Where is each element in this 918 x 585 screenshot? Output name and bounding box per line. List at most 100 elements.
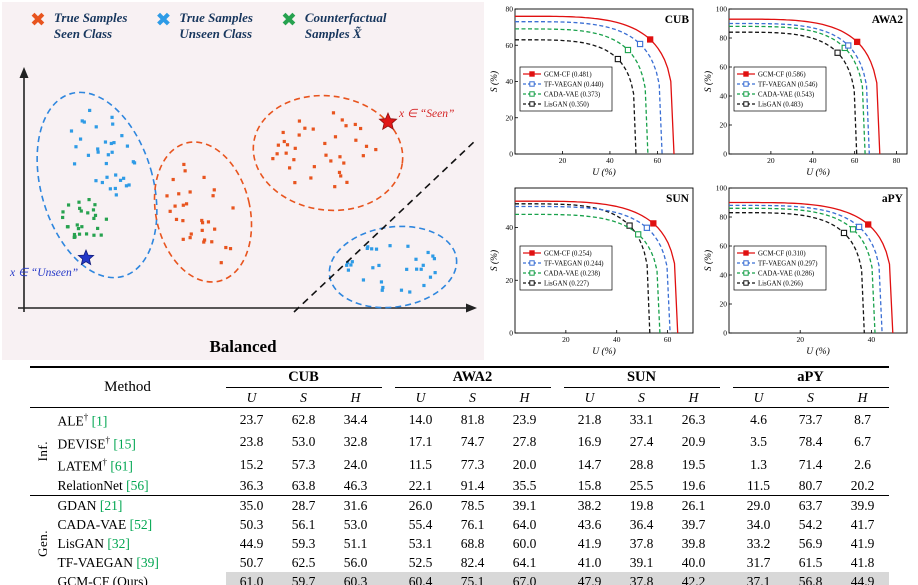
table-cell: 63.7 xyxy=(784,494,837,515)
citation: [21] xyxy=(96,497,123,513)
table-cell: 59.7 xyxy=(277,571,330,585)
scatter-diagram-panel: ✖ True Samples Seen Class ✖ True Samples Unse… xyxy=(2,2,484,360)
metric-subheader: S xyxy=(615,387,668,408)
metric-subheader: H xyxy=(498,387,551,408)
metric-subheader: S xyxy=(277,387,330,408)
scatter-legend-label: Counterfactual Samples X̃ xyxy=(304,10,387,41)
table-cell: 53.0 xyxy=(291,434,316,450)
table-cell: 52.5 xyxy=(408,554,433,570)
dataset-group-header: CUB xyxy=(225,367,382,388)
chart-legend: GCM-CF (0.310) TF-VAEGAN (0.297) CADA-VAE … xyxy=(733,245,827,291)
chart-legend-entry: CADA-VAE (0.543) xyxy=(758,91,814,98)
table-cell: 2.6 xyxy=(854,456,871,472)
table-cell: 4.6 xyxy=(750,411,767,427)
table-cell: 37.8 xyxy=(629,535,654,551)
table-cell: 62.5 xyxy=(291,554,316,570)
chart-legend-entry: CADA-VAE (0.373) xyxy=(544,91,600,98)
unseen-class-points xyxy=(69,108,437,294)
svg-text:60: 60 xyxy=(664,335,672,344)
svg-text:40: 40 xyxy=(720,92,728,101)
table-cell: 28.8 xyxy=(629,456,654,472)
table-cell: 64.0 xyxy=(512,516,537,532)
svg-text:0: 0 xyxy=(509,150,513,159)
table-cell: 24.0 xyxy=(343,456,368,472)
table-cell: 33.2 xyxy=(746,535,771,551)
table-cell: 41.8 xyxy=(850,554,875,570)
table-cell: 11.5 xyxy=(408,456,433,472)
table-cell: 64.1 xyxy=(512,554,537,570)
dataset-group-header: AWA2 xyxy=(394,367,551,388)
table-cell: 73.7 xyxy=(798,411,823,427)
table-cell: 81.8 xyxy=(460,411,485,427)
seen-annotation: x ∈ “Seen” xyxy=(398,108,454,120)
table-cell: 44.9 xyxy=(836,571,889,585)
table-cell: 75.1 xyxy=(446,571,499,585)
svg-text:60: 60 xyxy=(506,41,514,50)
svg-text:100: 100 xyxy=(716,184,728,193)
table-cell: 71.4 xyxy=(798,456,823,472)
chart-legend-entry: CADA-VAE (0.238) xyxy=(544,270,600,277)
table-cell: 17.1 xyxy=(408,434,433,450)
table-cell: 50.7 xyxy=(239,554,264,570)
table-cell: 62.8 xyxy=(291,411,316,427)
metric-subheader: U xyxy=(563,387,616,408)
svg-text:80: 80 xyxy=(893,156,901,165)
counterfactual-points xyxy=(61,198,109,239)
citation: [32] xyxy=(104,535,130,551)
table-cell: 20.2 xyxy=(850,477,875,493)
unseen-sample-star xyxy=(77,248,95,266)
svg-text:20: 20 xyxy=(720,121,728,130)
table-cell: 77.3 xyxy=(460,456,485,472)
scatter-plot: x ∈ “Seen” x ∈ “Unseen” xyxy=(9,67,477,313)
chart-legend-entry: TF-VAEGAN (0.440) xyxy=(544,81,604,88)
chart-legend-entry: LisGAN (0.483) xyxy=(758,101,803,108)
chart-ylabel: S (%) xyxy=(489,71,500,92)
table-cell: 23.9 xyxy=(512,411,537,427)
table-cell: 39.8 xyxy=(681,535,706,551)
table-cell: 74.7 xyxy=(460,434,485,450)
dataset-group-header: SUN xyxy=(563,367,720,388)
table-cell: 41.9 xyxy=(577,535,602,551)
row-group-label: Gen. xyxy=(35,529,50,557)
table-cell: 28.7 xyxy=(277,494,330,515)
chart-canvas: 0 20 40 60 80 100 20 40 60 80 GCM-CF (0.586) TF-VAE… xyxy=(703,5,908,178)
table-cell: 39.1 xyxy=(629,554,654,570)
unseen-annotation: x ∈ “Unseen” xyxy=(9,267,78,279)
table-cell: 16.9 xyxy=(577,434,602,450)
svg-text:80: 80 xyxy=(720,213,728,222)
diagram-axes xyxy=(18,67,477,313)
chart-xlabel: U (%) xyxy=(592,346,615,357)
table-cell: 82.4 xyxy=(460,554,485,570)
results-table-wrap: Method CUB AWA2 SUN aPY U S H U S H U S H U S H Inf. ALE† … xyxy=(14,366,904,585)
chart-legend-entry: GCM-CF (0.310) xyxy=(758,250,806,257)
table-cell: 25.5 xyxy=(629,477,654,493)
chart-legend-entry: LisGAN (0.350) xyxy=(544,101,589,108)
chart-legend-entry: TF-VAEGAN (0.546) xyxy=(758,81,818,88)
table-cell: 14.7 xyxy=(577,456,602,472)
table-cell: 8.7 xyxy=(854,411,871,427)
table-cell: 78.4 xyxy=(798,434,823,450)
roc-chart-apy: 0 20 40 60 80 100 20 40 GCM-CF (0.310) TF-VAEGAN … xyxy=(702,181,916,360)
svg-text:100: 100 xyxy=(716,5,728,14)
decision-boundary-dashed-line xyxy=(293,139,477,313)
table-cell: 60.3 xyxy=(329,571,382,585)
table-cell: 36.4 xyxy=(629,516,654,532)
table-cell: 56.0 xyxy=(343,554,368,570)
svg-text:20: 20 xyxy=(767,156,775,165)
table-cell: 56.8 xyxy=(784,571,837,585)
table-cell: 15.2 xyxy=(239,456,264,472)
table-cell: 54.2 xyxy=(798,516,823,532)
table-cell: 27.8 xyxy=(512,434,537,450)
table-cell: 61.5 xyxy=(798,554,823,570)
table-cell: 38.2 xyxy=(563,494,616,515)
table-cell: 39.9 xyxy=(836,494,889,515)
table-cell: 50.3 xyxy=(239,516,264,532)
chart-xlabel: U (%) xyxy=(592,167,615,178)
method-cell: DEVISE† [15] xyxy=(57,434,136,452)
table-cell: 76.1 xyxy=(460,516,485,532)
scatter-legend-label: True Samples Seen Class xyxy=(53,10,128,41)
citation: [52] xyxy=(126,516,153,532)
chart-legend-entry: CADA-VAE (0.286) xyxy=(758,270,814,277)
x-marker-icon: ✖ xyxy=(280,9,297,31)
